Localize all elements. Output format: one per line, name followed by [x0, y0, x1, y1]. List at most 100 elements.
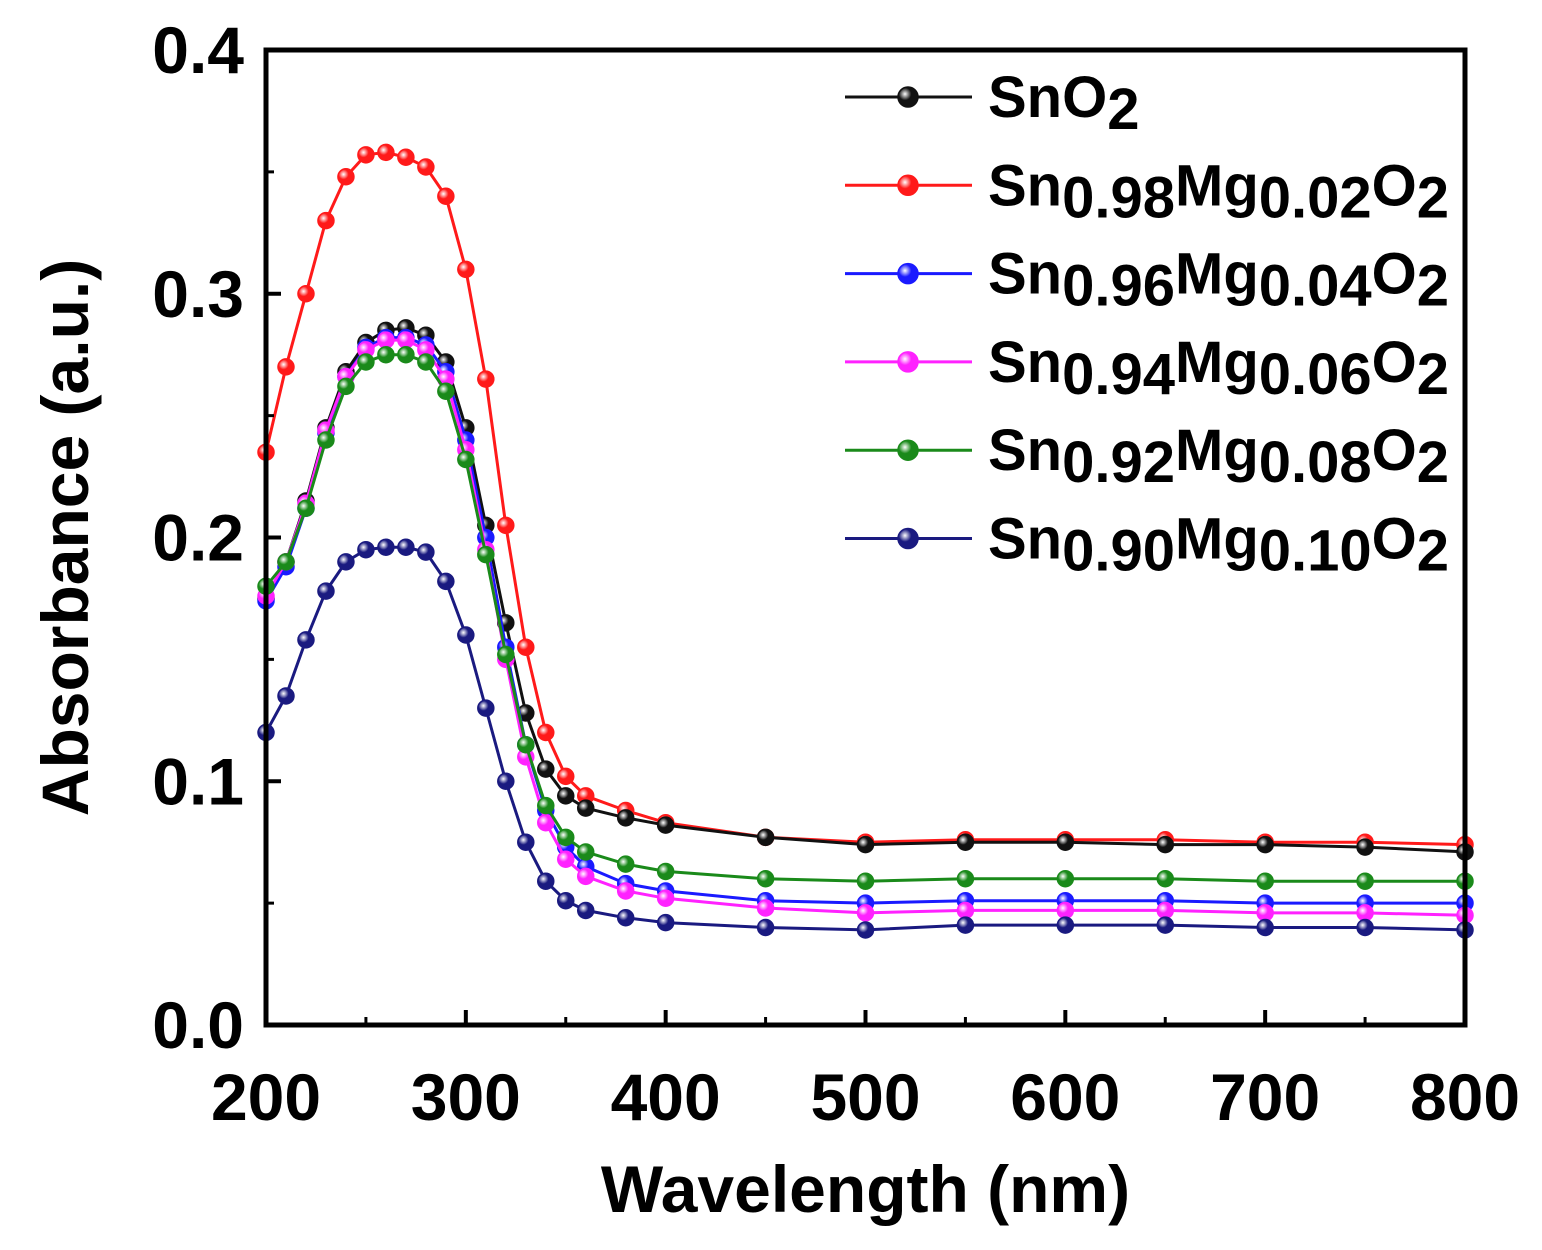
data-point — [616, 809, 635, 827]
data-point — [756, 918, 775, 937]
legend-marker — [897, 86, 919, 108]
x-tick-label: 500 — [810, 1060, 920, 1134]
data-point — [537, 813, 555, 832]
data-point — [477, 545, 495, 564]
legend-entry: Sn0.92Mg0.08O2 — [845, 418, 1449, 495]
series-Sn0.92Mg0.08O2 — [257, 345, 1474, 890]
data-point — [576, 901, 595, 920]
data-point — [656, 862, 675, 881]
data-point — [856, 904, 875, 922]
data-point — [756, 899, 775, 917]
legend-marker — [897, 527, 919, 550]
data-point — [497, 516, 515, 535]
data-point — [397, 331, 415, 349]
y-tick-label: 0.3 — [152, 257, 244, 331]
legend-marker — [897, 439, 919, 461]
data-point — [1156, 901, 1174, 920]
x-axis-label: Wavelength (nm) — [601, 1152, 1130, 1226]
y-tick-label: 0.0 — [152, 988, 244, 1062]
data-point — [337, 553, 355, 571]
data-point — [377, 143, 395, 162]
data-point — [477, 699, 495, 717]
legend-label: Sn0.96Mg0.04O2 — [988, 242, 1449, 319]
data-point — [537, 796, 555, 815]
legend-marker — [897, 351, 919, 373]
data-point — [856, 835, 875, 854]
data-point — [1256, 872, 1274, 890]
legend: SnO2 Sn0.98Mg0.02O2 Sn0.96Mg0.04O2 Sn0.94Mg… — [845, 65, 1449, 584]
legend-label: Sn0.92Mg0.08O2 — [988, 418, 1449, 495]
data-point — [497, 645, 515, 664]
legend-entry: Sn0.90Mg0.10O2 — [845, 507, 1449, 584]
data-point — [317, 211, 335, 230]
data-point — [756, 828, 775, 847]
data-point — [377, 345, 395, 364]
legend-entry: Sn0.98Mg0.02O2 — [845, 153, 1449, 230]
legend-entry: SnO2 — [845, 65, 1140, 142]
data-point — [417, 353, 435, 371]
data-point — [576, 799, 595, 817]
x-tick-label: 300 — [411, 1060, 521, 1134]
data-point — [477, 370, 495, 388]
series-line — [264, 338, 1466, 917]
data-point — [437, 382, 455, 400]
y-tick-label: 0.4 — [152, 13, 244, 87]
data-point — [517, 833, 535, 851]
data-point — [377, 331, 395, 349]
data-point — [517, 735, 535, 754]
data-point — [616, 855, 635, 873]
legend-label: Sn0.98Mg0.02O2 — [988, 153, 1449, 230]
data-point — [1056, 870, 1075, 888]
data-point — [417, 158, 435, 176]
data-point — [417, 543, 435, 561]
data-point — [277, 687, 295, 705]
data-point — [956, 833, 975, 851]
data-point — [337, 377, 355, 396]
data-point — [557, 828, 575, 847]
data-point — [956, 916, 975, 934]
data-point — [1356, 904, 1374, 922]
y-tick-label: 0.1 — [152, 744, 244, 818]
y-tick-label: 0.2 — [152, 501, 244, 575]
series-line — [264, 336, 1465, 905]
data-point — [457, 626, 475, 644]
x-tick-label: 700 — [1210, 1060, 1320, 1134]
data-point — [437, 187, 455, 205]
data-point — [277, 553, 295, 571]
data-point — [576, 843, 595, 861]
legend-entry: Sn0.96Mg0.04O2 — [845, 242, 1449, 319]
data-point — [1156, 870, 1174, 888]
data-point — [656, 913, 675, 932]
data-point — [756, 870, 775, 888]
series-Sn0.98Mg0.02O2 — [257, 143, 1474, 854]
data-point — [557, 787, 575, 805]
data-point — [457, 450, 475, 469]
data-point — [557, 891, 575, 910]
data-point — [557, 850, 575, 868]
data-point — [1156, 835, 1174, 854]
data-point — [377, 538, 395, 556]
data-point — [656, 889, 675, 907]
data-point — [956, 901, 975, 920]
data-point — [357, 540, 375, 559]
data-point — [357, 146, 375, 164]
legend-marker — [897, 262, 919, 285]
data-point — [1056, 901, 1075, 920]
data-point — [1256, 904, 1274, 922]
data-point — [1356, 872, 1374, 890]
series-Sn0.96Mg0.04O2 — [257, 328, 1474, 912]
legend-label: Sn0.90Mg0.10O2 — [988, 507, 1449, 584]
data-point — [1256, 918, 1274, 937]
data-point — [616, 909, 635, 927]
data-point — [277, 358, 295, 376]
data-point — [517, 638, 535, 656]
data-point — [357, 353, 375, 371]
data-point — [1356, 838, 1374, 856]
data-point — [537, 760, 555, 778]
data-point — [1356, 918, 1374, 937]
data-point — [1056, 833, 1075, 851]
data-point — [397, 345, 415, 364]
data-point — [437, 572, 455, 591]
data-point — [856, 872, 875, 890]
